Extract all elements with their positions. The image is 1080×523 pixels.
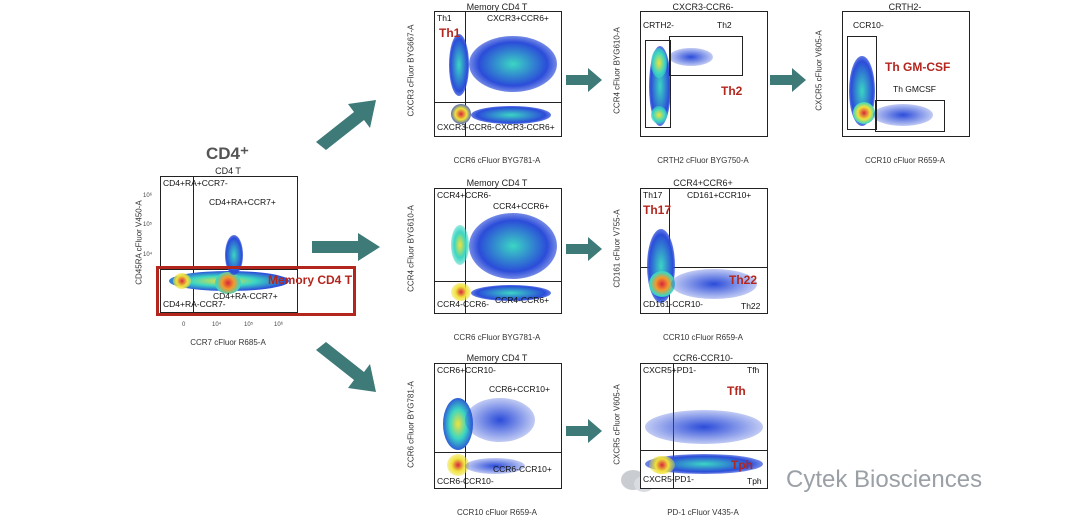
root-xtick-2: 10⁴ bbox=[212, 322, 222, 328]
row1b-gate-th2: Th2 bbox=[717, 20, 732, 30]
row1b-highlight: Th2 bbox=[721, 84, 743, 98]
root-plot-title: CD4 T bbox=[215, 166, 241, 176]
row3b-highlight2: Tph bbox=[731, 458, 753, 472]
row3b-ylabel: CXCR5 cFluor V605-A bbox=[612, 384, 622, 465]
row2b-gate-th17: Th17 bbox=[643, 190, 663, 200]
row2a-title: Memory CD4 T bbox=[466, 178, 528, 188]
cd4-heading: CD4⁺ bbox=[206, 144, 249, 163]
row3b-gate-tph: Tph bbox=[747, 476, 762, 486]
row2b-gate-bl: CD161-CCR10- bbox=[643, 299, 703, 309]
row1a-gate-tr: CXCR3+CCR6+ bbox=[487, 13, 549, 23]
row2a-plot: CCR4+CCR6- CCR4+CCR6+ CCR4-CCR6- CCR4-CC… bbox=[434, 188, 562, 314]
row1a-xlabel: CCR6 cFluor BYG781-A bbox=[453, 156, 541, 165]
row1c-title: CRTH2- bbox=[888, 2, 922, 12]
row3a-gate-br: CCR6-CCR10+ bbox=[493, 464, 552, 474]
row1b-ylabel: CCR4 cFluor BYG610-A bbox=[612, 27, 622, 114]
row1a-highlight: Th1 bbox=[439, 26, 461, 40]
root-xtick-4: 10⁶ bbox=[274, 322, 284, 328]
row3b-gate-tl: CXCR5+PD1- bbox=[643, 365, 697, 375]
row2a-gate-br: CCR4-CCR6+ bbox=[495, 295, 550, 305]
row2b-title: CCR4+CCR6+ bbox=[673, 178, 733, 188]
row3a-title: Memory CD4 T bbox=[466, 353, 528, 363]
row1c-highlight: Th GM-CSF bbox=[885, 60, 951, 74]
arrow-to-row3-icon bbox=[316, 342, 376, 392]
root-plot-ylabel: CD45RA cFluor V450-A bbox=[134, 200, 144, 285]
row1a-gate-bl: CXCR3-CCR6- bbox=[437, 122, 495, 132]
row1b-gate-crth2neg: CRTH2- bbox=[643, 20, 675, 30]
row1a-ylabel: CXCR3 cFluor BYG667-A bbox=[406, 24, 416, 117]
row2b-gate-tr: CD161+CCR10+ bbox=[687, 190, 752, 200]
arrow-to-row1-icon bbox=[316, 100, 376, 150]
row1b-title: CXCR3-CCR6- bbox=[672, 2, 734, 12]
row2b-highlight2: Th22 bbox=[729, 273, 758, 287]
row3b-highlight: Tfh bbox=[727, 384, 746, 398]
row1a-gate-br: CXCR3-CCR6+ bbox=[495, 122, 555, 132]
row3b-gate-tfh: Tfh bbox=[747, 365, 760, 375]
root-gate-tr: CD4+RA+CCR7+ bbox=[209, 197, 276, 207]
watermark-text: Cytek Biosciences bbox=[786, 466, 983, 493]
row2a-ylabel: CCR4 cFluor BYG610-A bbox=[406, 205, 416, 292]
memory-cd4-gate-box bbox=[156, 266, 356, 316]
root-ytick-3: 10⁴ bbox=[143, 252, 153, 258]
root-ytick-2: 10⁵ bbox=[143, 222, 153, 228]
row3b-xlabel: PD-1 cFluor V435-A bbox=[667, 508, 739, 517]
row1c-xlabel: CCR10 cFluor R659-A bbox=[864, 156, 946, 165]
row1c-gate-thgmcsf: Th GMCSF bbox=[893, 84, 936, 94]
arrow-row3-a-b-icon bbox=[566, 419, 602, 443]
root-plot: CD4+RA+CCR7- CD4+RA+CCR7+ CD4+RA-CCR7+ C… bbox=[160, 176, 298, 313]
row3b-gate-bl: CXCR5-PD1- bbox=[643, 474, 695, 484]
row3b-plot: CXCR5+PD1- Tfh Tfh Tph CXCR5-PD1- Tph bbox=[640, 363, 768, 489]
arrow-row2-a-b-icon bbox=[566, 237, 602, 261]
row1a-title: Memory CD4 T bbox=[466, 2, 528, 12]
row3a-gate-tl: CCR6+CCR10- bbox=[437, 365, 496, 375]
row1b-plot: CRTH2- Th2 Th2 bbox=[640, 11, 768, 137]
root-xtick-3: 10⁵ bbox=[244, 322, 254, 328]
row2b-highlight: Th17 bbox=[643, 203, 672, 217]
row3a-gate-bl: CCR6-CCR10- bbox=[437, 476, 494, 486]
row2a-gate-tr: CCR4+CCR6+ bbox=[493, 201, 550, 211]
memory-cd4-gate-label: Memory CD4 T bbox=[268, 273, 353, 287]
arrow-row1-b-c-icon bbox=[770, 68, 806, 92]
row2b-ylabel: CD161 cFluor V755-A bbox=[612, 209, 622, 288]
row2b-plot: Th17 Th17 CD161+CCR10+ Th22 CD161-CCR10-… bbox=[640, 188, 768, 314]
row3a-ylabel: CCR6 cFluor BYG781-A bbox=[406, 381, 416, 468]
row1c-gate-ccr10neg: CCR10- bbox=[853, 20, 884, 30]
row2a-gate-tl: CCR4+CCR6- bbox=[437, 190, 492, 200]
row3a-plot: CCR6+CCR10- CCR6+CCR10+ CCR6-CCR10+ CCR6… bbox=[434, 363, 562, 489]
arrow-row1-a-b-icon bbox=[566, 68, 602, 92]
row3b-title: CCR6-CCR10- bbox=[672, 353, 733, 363]
row2a-xlabel: CCR6 cFluor BYG781-A bbox=[453, 333, 541, 342]
row1a-gate-tl: Th1 bbox=[437, 13, 452, 23]
arrow-to-row2-icon bbox=[312, 233, 380, 261]
row2a-gate-bl: CCR4-CCR6- bbox=[437, 299, 489, 309]
row2b-gate-th22: Th22 bbox=[741, 301, 761, 311]
row1a-plot: Th1 Th1 CXCR3+CCR6+ CXCR3-CCR6- CXCR3-CC… bbox=[434, 11, 562, 137]
row2b-xlabel: CCR10 cFluor R659-A bbox=[662, 333, 744, 342]
root-gate-bl: CD4+RA-CCR7- bbox=[163, 299, 226, 309]
row3a-gate-tr: CCR6+CCR10+ bbox=[489, 384, 550, 394]
root-xtick-1: 0 bbox=[182, 322, 186, 328]
row3a-xlabel: CCR10 cFluor R659-A bbox=[456, 508, 538, 517]
root-ytick-1: 10⁶ bbox=[143, 193, 153, 199]
root-plot-xlabel: CCR7 cFluor R685-A bbox=[190, 338, 266, 347]
root-gate-tl: CD4+RA+CCR7- bbox=[163, 178, 228, 188]
row1c-ylabel: CXCR5 cFluor V605-A bbox=[814, 30, 824, 111]
root-gate-br: CD4+RA-CCR7+ bbox=[213, 291, 278, 301]
row1c-plot: CCR10- Th GM-CSF Th GMCSF bbox=[842, 11, 970, 137]
row1b-xlabel: CRTH2 cFluor BYG750-A bbox=[657, 156, 749, 165]
